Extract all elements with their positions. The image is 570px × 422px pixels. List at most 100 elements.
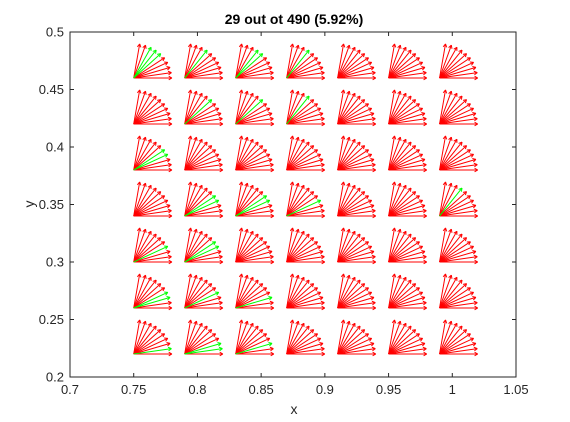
vector-arrow: [133, 184, 152, 217]
vector-arrow: [439, 227, 448, 263]
vector-arrow: [388, 53, 417, 79]
vector-arrow: [388, 342, 426, 355]
vector-arrow: [133, 351, 173, 357]
vector-arrow: [286, 70, 325, 79]
vector-arrow: [439, 138, 458, 171]
vector-arrow: [286, 191, 315, 217]
vector-arrow: [184, 245, 220, 263]
vector-arrow: [439, 184, 458, 217]
vector-arrow: [184, 103, 217, 125]
vector-arrow: [388, 43, 397, 79]
vector-arrow: [235, 237, 264, 263]
vector-arrow: [184, 149, 217, 171]
vector-arrow: [388, 204, 426, 217]
vector-arrow: [286, 346, 325, 355]
vector-arrow: [439, 112, 477, 125]
x-tick-label: 1.05: [503, 382, 528, 397]
vector-arrow: [133, 162, 172, 171]
vector-arrow: [286, 245, 322, 263]
vector-arrow: [235, 300, 274, 309]
vector-arrow: [337, 103, 369, 125]
vector-arrow: [388, 274, 402, 309]
vector-arrow: [184, 305, 224, 311]
vector-arrow: [286, 325, 310, 355]
vector-arrow: [184, 107, 220, 125]
vector-arrow: [184, 276, 203, 309]
vector-arrow: [133, 53, 162, 79]
vector-arrow: [184, 195, 217, 217]
vector-arrow: [286, 333, 319, 355]
vector-arrow: [286, 274, 300, 309]
vector-arrow: [337, 291, 373, 309]
vector-arrow: [286, 273, 295, 309]
vector-arrow: [439, 259, 479, 265]
vector-arrow: [286, 61, 322, 79]
vector-arrow: [184, 75, 224, 81]
vector-arrow: [388, 121, 428, 127]
vector-arrow: [133, 95, 157, 125]
vector-arrow: [235, 167, 275, 173]
vector-arrow: [439, 274, 453, 309]
vector-arrow: [184, 92, 203, 125]
vector-arrow: [286, 145, 315, 171]
x-tick-label: 0.9: [316, 382, 334, 397]
vector-arrow: [439, 99, 468, 125]
vector-arrow: [235, 92, 254, 125]
vector-arrow: [235, 337, 271, 355]
vector-arrow: [388, 184, 407, 217]
vector-arrow: [388, 46, 407, 79]
vector-arrow: [439, 90, 453, 125]
vector-arrow: [184, 300, 223, 309]
vector-arrow: [133, 342, 171, 355]
vector-arrow: [133, 291, 169, 309]
vector-arrow: [133, 279, 157, 309]
vector-arrow: [235, 273, 244, 309]
y-tick-label: 0.4: [46, 140, 64, 155]
vector-arrow: [286, 213, 326, 219]
vector-arrow: [184, 254, 223, 263]
vector-arrow: [337, 112, 375, 125]
vector-arrow: [286, 322, 305, 355]
vector-arrow: [337, 283, 366, 309]
vector-arrow: [133, 191, 162, 217]
vector-arrow: [388, 233, 412, 263]
vector-arrow: [337, 208, 376, 217]
vector-arrow: [439, 149, 471, 171]
vector-arrow: [235, 70, 274, 79]
vector-arrow: [184, 259, 224, 265]
vector-arrow: [235, 291, 271, 309]
vector-arrow: [337, 320, 351, 355]
vector-arrow: [133, 204, 171, 217]
x-tick-label: 0.85: [248, 382, 273, 397]
vector-arrow: [337, 346, 376, 355]
vector-arrow: [337, 181, 346, 217]
vector-arrow: [184, 181, 193, 217]
vector-arrow: [337, 70, 376, 79]
vector-arrow: [133, 70, 172, 79]
vector-arrow: [388, 187, 412, 217]
vector-arrow: [337, 319, 346, 355]
vector-arrow: [235, 319, 244, 355]
vector-arrow: [184, 274, 198, 309]
vector-arrow: [337, 158, 375, 171]
vector-arrow: [388, 199, 424, 217]
vector-arrow: [337, 329, 366, 355]
vector-arrow: [337, 191, 366, 217]
vector-arrow: [286, 228, 300, 263]
vector-arrow: [184, 61, 220, 79]
vector-arrow: [235, 245, 271, 263]
vector-arrow: [439, 322, 458, 355]
vector-arrow: [235, 66, 273, 79]
vector-arrow: [388, 153, 424, 171]
vector-arrow: [184, 158, 222, 171]
x-axis-label: x: [291, 401, 298, 417]
vector-arrow: [184, 49, 208, 79]
vector-arrow: [337, 351, 377, 357]
vector-arrow: [133, 195, 166, 217]
vector-arrow: [184, 90, 198, 125]
vector-arrow: [184, 208, 223, 217]
vector-arrow: [337, 241, 369, 263]
vector-arrow: [388, 92, 407, 125]
vector-arrow: [286, 283, 315, 309]
